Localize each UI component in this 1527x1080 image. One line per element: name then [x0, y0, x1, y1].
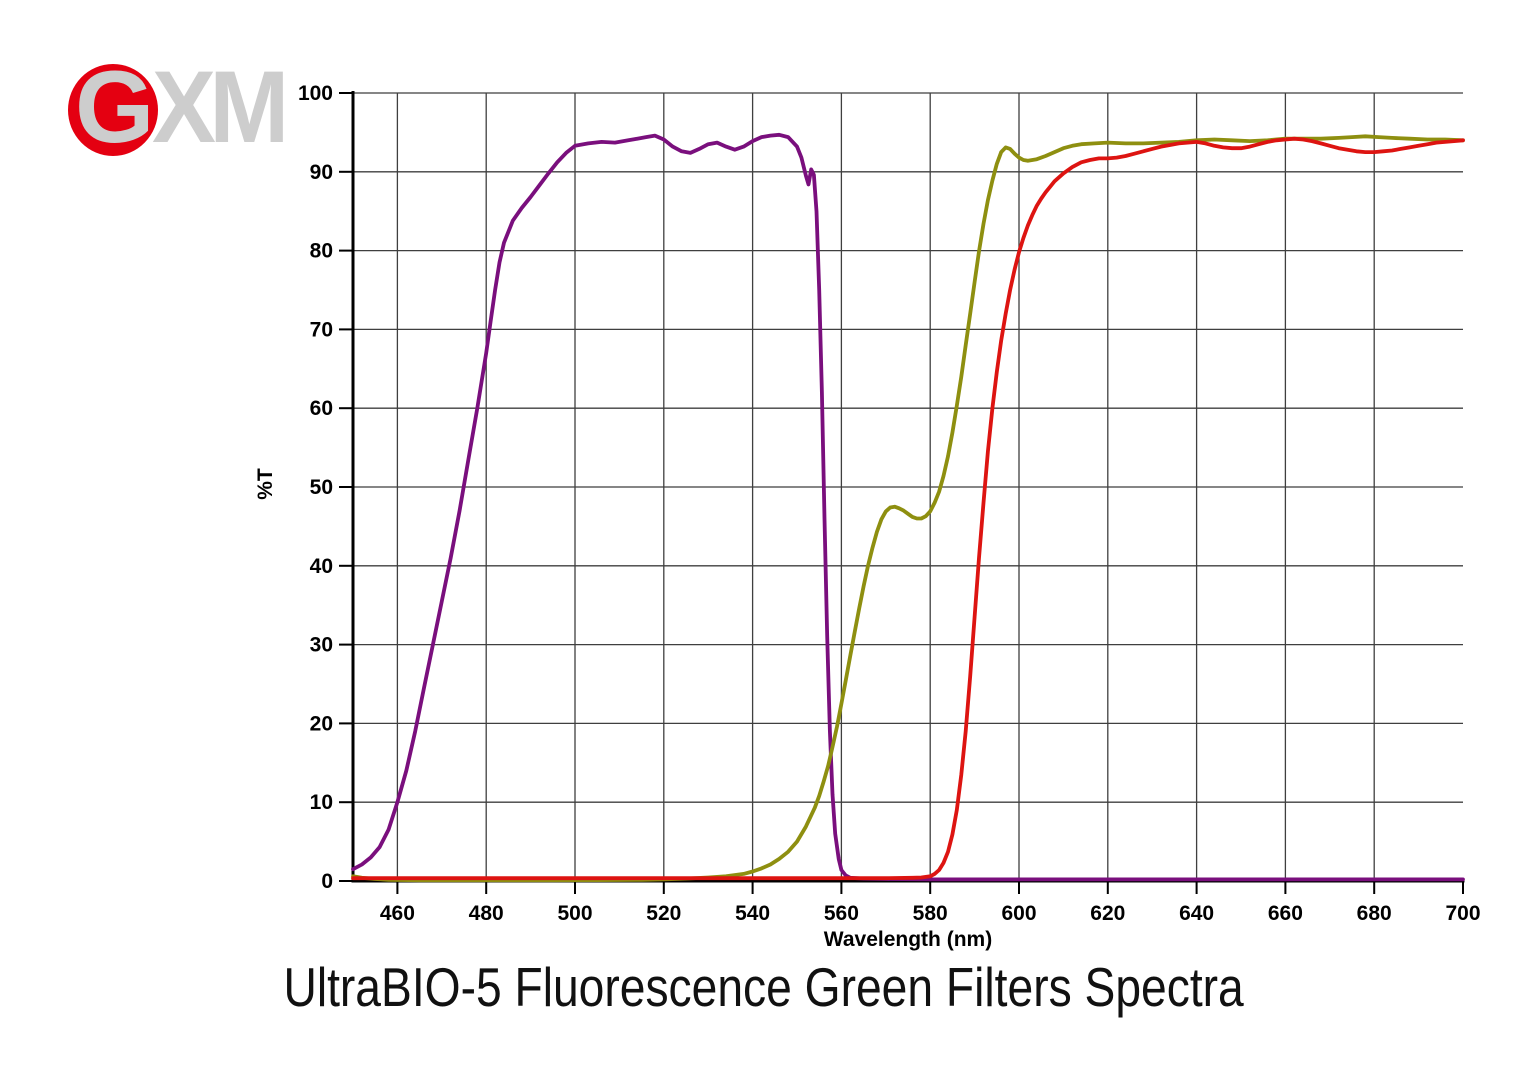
- y-tick-label: 40: [310, 555, 333, 578]
- chart-title-text: UltraBIO-5 Fluorescence Green Filters Sp…: [283, 956, 1244, 1018]
- red-curve: [351, 136, 1465, 881]
- y-tick-label: 80: [310, 240, 333, 263]
- y-tick-label: 0: [321, 870, 333, 893]
- x-tick-label: 520: [646, 902, 681, 925]
- olive-curve: [351, 134, 1465, 883]
- logo-red-circle-icon: [68, 64, 158, 156]
- x-tick-label: 640: [1179, 902, 1214, 925]
- gridlines: [353, 92, 1463, 881]
- x-axis-title: Wavelength (nm): [824, 928, 992, 951]
- y-tick-label: 90: [310, 161, 333, 184]
- y-tick-label: 10: [310, 791, 333, 814]
- x-tick-label: 500: [557, 902, 592, 925]
- y-tick-label: 50: [310, 476, 333, 499]
- y-tick-label: 70: [310, 318, 333, 341]
- purple-curve: [351, 132, 1465, 882]
- y-tick-label: 100: [298, 82, 333, 105]
- tick-marks: [339, 92, 1464, 894]
- y-tick-labels: 0 10 20 30 40 50 60 70 80 90 100: [298, 82, 333, 893]
- x-tick-label: 700: [1445, 902, 1480, 925]
- y-tick-label: 60: [310, 397, 333, 420]
- y-tick-label: 20: [310, 712, 333, 735]
- gxm-logo: G XM: [68, 56, 298, 158]
- logo-letters-xm: XM: [152, 50, 289, 164]
- x-tick-label: 620: [1090, 902, 1125, 925]
- x-tick-label: 580: [913, 902, 948, 925]
- x-tick-label: 540: [735, 902, 770, 925]
- y-axis-title: %T: [254, 468, 277, 500]
- x-tick-label: 660: [1268, 902, 1303, 925]
- chart-title: UltraBIO-5 Fluorescence Green Filters Sp…: [0, 958, 1527, 1016]
- x-tick-label: 480: [469, 902, 504, 925]
- x-tick-labels: 460 480 500 520 540 560 580 600 620 640 660 680 700: [380, 902, 1481, 925]
- y-tick-label: 30: [310, 634, 333, 657]
- x-tick-label: 560: [824, 902, 859, 925]
- x-tick-label: 680: [1357, 902, 1392, 925]
- x-tick-label: 460: [380, 902, 415, 925]
- x-tick-label: 600: [1001, 902, 1036, 925]
- logo-letter-g: G: [75, 50, 155, 164]
